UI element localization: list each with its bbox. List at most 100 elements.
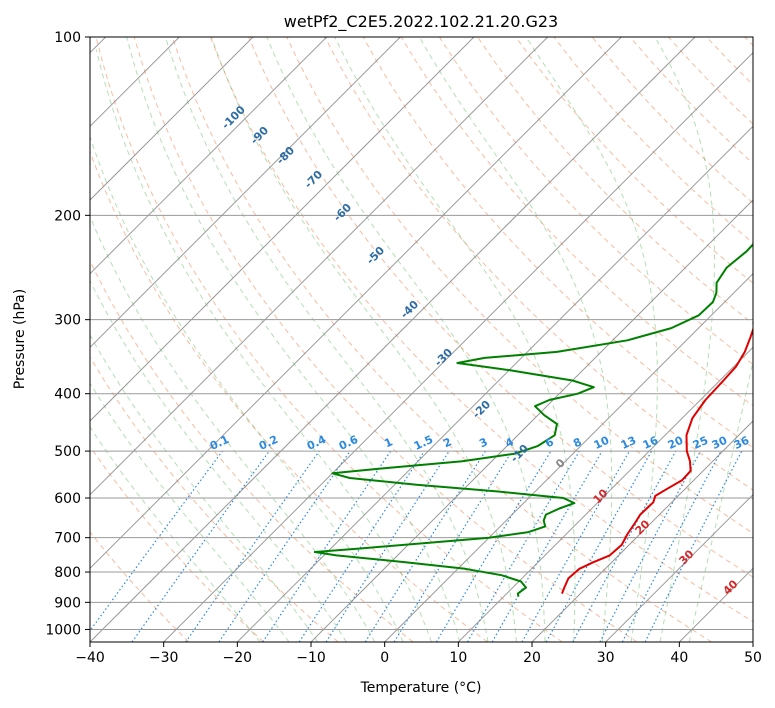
mixing-ratio-label: 1.5 [412, 433, 435, 453]
mixing-ratio-label: 6 [543, 435, 556, 450]
dry-adiabat-label: -100 [219, 103, 248, 132]
moist-adiabat-label: 30 [677, 547, 697, 567]
dry-adiabat [171, 37, 712, 642]
moist-adiabat [126, 37, 461, 642]
moist-adiabat-label: 10 [591, 486, 611, 506]
mixing-ratio-line [185, 450, 320, 642]
isotherm [531, 420, 753, 642]
axes-layer: −40 −30 −20 −10 0 10 20 30 40 5010020030040050060… [45, 30, 762, 666]
x-axis-label: Temperature (°C) [360, 680, 482, 696]
moist-adiabat [90, 135, 404, 642]
mixing-ratio-label: 13 [619, 434, 638, 452]
dry-adiabat-label: -60 [331, 201, 354, 224]
mixing-ratio-label: 10 [592, 434, 612, 452]
moist-adiabat [90, 426, 261, 642]
dry-adiabat [248, 37, 753, 578]
moist-adiabat [266, 37, 546, 642]
mixing-ratio-label: 36 [732, 434, 752, 452]
moist-adiabat [90, 215, 376, 642]
mixing-ratio-label: 8 [571, 435, 583, 450]
isotherm [678, 567, 753, 642]
mixing-ratio-line [90, 450, 223, 632]
moist-adiabat [90, 279, 347, 642]
x-tick-label: 0 [380, 650, 389, 666]
isotherm [310, 199, 753, 642]
mixing-ratio-line [262, 450, 392, 642]
x-tick-label: −20 [223, 650, 253, 666]
x-tick-label: −10 [296, 650, 326, 666]
isotherm [605, 493, 753, 642]
dry-adiabat-label: -70 [302, 168, 325, 191]
mixing-ratio-line [435, 450, 552, 642]
isotherm [90, 37, 475, 422]
y-tick-label: 200 [54, 208, 81, 224]
dry-adiabat-label: -90 [248, 124, 271, 147]
mixing-ratio-line [644, 450, 743, 642]
x-tick-label: 10 [449, 650, 467, 666]
isotherm [384, 272, 753, 642]
isotherm [90, 37, 696, 642]
mixing-ratio-line [298, 450, 425, 642]
y-tick-label: 600 [54, 491, 81, 507]
y-tick-label: 700 [54, 531, 81, 547]
moist-adiabat [334, 37, 576, 642]
mixing-ratio-line [599, 450, 702, 642]
dry-adiabat [90, 150, 488, 642]
mixing-ratio-label: 0.1 [208, 433, 231, 453]
x-tick-label: 30 [597, 650, 615, 666]
isotherm [752, 641, 753, 642]
mixing-ratio-label: 0.6 [337, 433, 360, 453]
y-tick-label: 500 [54, 444, 81, 460]
moist-adiabat [95, 49, 432, 642]
y-axis-label: Pressure (hPa) [12, 289, 28, 389]
mixing-ratio-line [131, 450, 270, 642]
dry-adiabat-label: -30 [432, 346, 455, 369]
mixing-ratio-label: 1 [382, 435, 394, 450]
dry-adiabat [706, 37, 753, 86]
dry-adiabat [90, 531, 190, 642]
x-tick-label: 50 [744, 650, 762, 666]
dry-adiabat [95, 37, 563, 642]
isotherm [90, 37, 622, 570]
isotherm [236, 125, 753, 642]
dry-adiabat [515, 37, 753, 284]
mixing-ratio-line [393, 450, 513, 642]
dry-adiabat-label: -20 [470, 398, 493, 421]
dry-adiabat [133, 37, 638, 642]
mixing-ratio-line [218, 450, 351, 642]
moist-adiabat [90, 382, 290, 642]
isotherm [457, 346, 753, 642]
dry-adiabat [90, 259, 414, 642]
plot-area: -100-90-80-70-60-50-40-30-20-100.1 0.2 0.4… [90, 37, 753, 642]
isotherm [90, 37, 328, 275]
mixing-ratio-line [572, 450, 677, 642]
chart-title: wetPf2_C2E5.2022.102.21.20.G23 [284, 12, 558, 32]
moist-adiabat [688, 359, 753, 642]
mixing-ratio-line [325, 450, 450, 642]
x-tick-label: −30 [149, 650, 179, 666]
mixing-ratio-line [521, 450, 631, 642]
x-tick-label: 40 [670, 650, 688, 666]
moist-adiabat [654, 37, 716, 642]
mixing-ratio-label: 25 [691, 434, 710, 452]
dewpoint-profile-line [313, 242, 753, 597]
y-tick-label: 100 [54, 30, 81, 46]
mixing-ratio-line [466, 450, 580, 642]
dry-adiabat-label: -50 [364, 244, 387, 267]
x-tick-label: 20 [523, 650, 541, 666]
moist-adiabat [418, 37, 613, 642]
dry-adiabat [438, 37, 753, 366]
dry-adiabat-label: -80 [274, 144, 297, 167]
mixing-ratio-label: 30 [710, 434, 730, 452]
moist-adiabat [211, 37, 517, 642]
y-tick-label: 900 [54, 595, 81, 611]
isotherm [90, 37, 254, 201]
mixing-ratio-label: 20 [666, 434, 686, 452]
dry-adiabat [210, 37, 753, 623]
y-tick-label: 400 [54, 387, 81, 403]
y-tick-label: 800 [54, 565, 81, 581]
y-tick-label: 300 [54, 313, 81, 329]
moist-adiabat [525, 37, 658, 642]
isotherm [163, 51, 753, 642]
